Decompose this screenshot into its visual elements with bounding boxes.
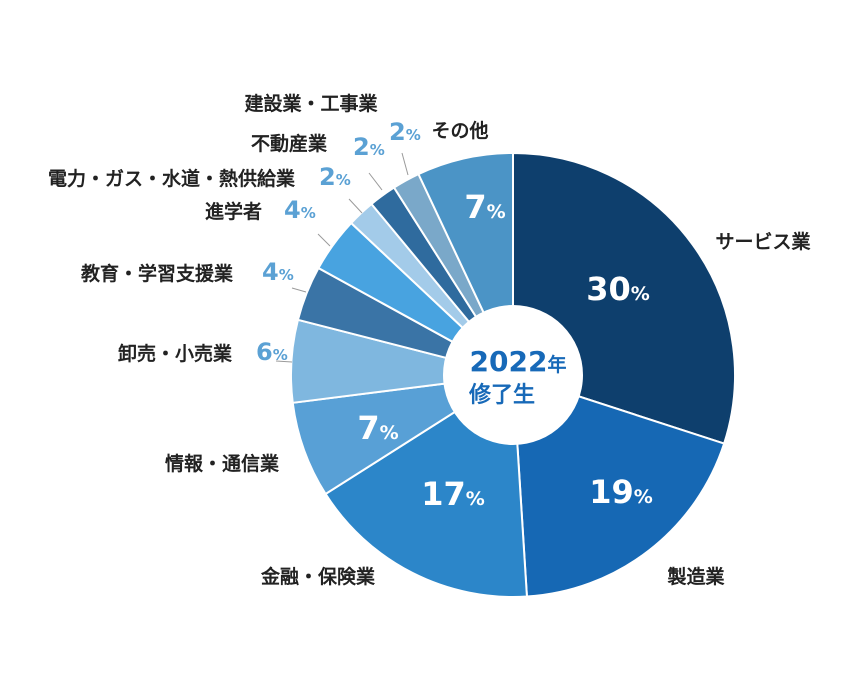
slice-category-label: 建設業・工事業 [244, 92, 378, 115]
leader-line [401, 152, 409, 176]
leader-lines [275, 152, 409, 363]
slice-category-label: 金融・保険業 [260, 565, 376, 588]
slice-value-label: 30% [586, 270, 650, 308]
slice-category-label: 製造業 [666, 565, 725, 588]
leader-line [291, 287, 307, 293]
slice-category-label: 進学者 [205, 200, 262, 223]
slice-value-label: 7% [357, 409, 398, 447]
slice-category-label: 教育・学習支援業 [81, 262, 234, 285]
leader-line [368, 172, 383, 191]
center-label-subtitle: 修了生 [468, 382, 535, 408]
slice-value-label: 17% [421, 475, 485, 513]
slice-value-label: 4% [262, 258, 294, 286]
slice-category-label: 卸売・小売業 [118, 342, 233, 365]
leader-line [317, 233, 331, 247]
slice-value-label: 2% [319, 163, 351, 191]
slice-value-label: 7% [464, 188, 505, 226]
leader-line [348, 198, 363, 214]
slice-value-label: 2% [389, 118, 421, 146]
donut-hole [443, 305, 583, 445]
slice-labels: サービス業 30% 製造業 19% 金融・保険業 17% 情報・通信業 7% 卸売・小売業 6% 教… [48, 92, 812, 588]
slice-value-label: 19% [589, 473, 653, 511]
slice-value-label: 4% [284, 196, 316, 224]
leader-line [275, 360, 293, 363]
slice-value-label: 2% [353, 133, 385, 161]
pie-slice [511, 373, 726, 598]
slice-category-label: サービス業 [715, 230, 811, 253]
slice-category-label: 不動産業 [251, 132, 328, 155]
slice-category-label: 電力・ガス・水道・熱供給業 [48, 167, 296, 190]
slice-category-label: その他 [431, 119, 488, 142]
center-label-year: 2022年 [470, 345, 567, 378]
slice-category-label: 情報・通信業 [165, 452, 280, 475]
slice-value-label: 6% [256, 338, 288, 366]
